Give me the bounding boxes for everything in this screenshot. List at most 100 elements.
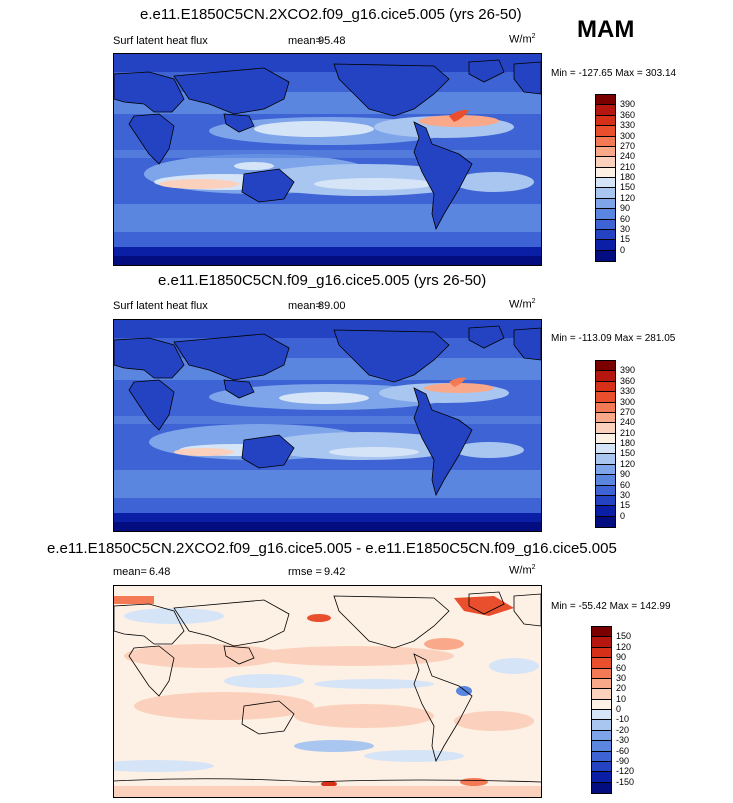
panel1-minmax: Min = -127.65 Max = 303.14 <box>551 68 677 79</box>
colorbar-tick-label: 120 <box>620 458 636 469</box>
colorbar-swatch <box>596 506 615 517</box>
colorbar-swatch <box>592 637 611 648</box>
colorbar-swatch <box>592 647 611 659</box>
panel3-colorbar <box>591 626 612 794</box>
colorbar-tick-label: 390 <box>620 99 636 110</box>
colorbar-tick-label: 300 <box>620 396 636 407</box>
colorbar-swatch <box>596 433 615 444</box>
colorbar-swatch <box>596 444 615 455</box>
panel1-units: W/m2 <box>509 33 536 46</box>
colorbar-tick-label: 0 <box>620 244 626 255</box>
colorbar-tick-label: 30 <box>620 223 631 234</box>
colorbar-swatch <box>592 668 611 679</box>
colorbar-tick-label: 180 <box>620 172 636 182</box>
panel2-variable: Surf latent heat flux <box>113 300 208 312</box>
colorbar-swatch <box>592 678 611 690</box>
colorbar-tick-label: 120 <box>620 192 636 203</box>
colorbar-tick-label: 20 <box>616 683 627 694</box>
colorbar-swatch <box>596 188 615 199</box>
colorbar-tick-label: -120 <box>616 766 635 777</box>
colorbar-swatch <box>596 115 615 127</box>
panel1-title: e.e11.E1850C5CN.2XCO2.f09_g16.cice5.005 … <box>140 6 522 23</box>
colorbar-tick-label: 390 <box>620 365 636 376</box>
colorbar-tick-label: 120 <box>616 641 632 652</box>
colorbar-tick-label: 240 <box>620 417 636 428</box>
colorbar-swatch <box>596 361 615 372</box>
panel1-colorbar <box>595 94 616 262</box>
panel2-mean-value: 89.00 <box>318 300 346 312</box>
colorbar-tick-label: 330 <box>620 120 636 131</box>
colorbar-tick-label: 210 <box>620 161 636 172</box>
colorbar-tick-label: 150 <box>616 631 632 642</box>
colorbar-swatch <box>596 157 615 168</box>
colorbar-tick-label: 15 <box>620 500 631 511</box>
panel2-units: W/m2 <box>509 298 536 311</box>
colorbar-swatch <box>592 782 611 793</box>
colorbar-tick-label: -90 <box>616 755 630 766</box>
panel2-title: e.e11.E1850C5CN.f09_g16.cice5.005 (yrs 2… <box>158 272 487 289</box>
colorbar-tick-label: 270 <box>620 406 636 417</box>
colorbar-swatch <box>592 730 611 742</box>
colorbar-tick-label: 270 <box>620 140 636 151</box>
colorbar-swatch <box>592 761 611 773</box>
panel3-title: e.e11.E1850C5CN.2XCO2.f09_g16.cice5.005 … <box>47 540 617 557</box>
colorbar-swatch <box>592 710 611 721</box>
panel2-minmax: Min = -113.09 Max = 281.05 <box>551 333 676 344</box>
panel1-variable: Surf latent heat flux <box>113 35 208 47</box>
units-exponent: 2 <box>531 564 536 571</box>
units-base: W/m <box>509 298 532 311</box>
colorbar-swatch <box>596 178 615 189</box>
colorbar-tick-label: -60 <box>616 745 630 756</box>
panel1-mean-label: mean= <box>288 35 322 47</box>
colorbar-swatch <box>592 658 611 669</box>
colorbar-swatch <box>596 495 615 507</box>
colorbar-tick-label: 240 <box>620 151 636 162</box>
season-label: MAM <box>577 16 635 43</box>
colorbar-swatch <box>596 475 615 486</box>
panel3-mean-value: 6.48 <box>149 566 171 578</box>
colorbar-tick-label: 30 <box>616 672 627 683</box>
colorbar-tick-label: 180 <box>620 438 636 448</box>
panel3-mean-label: mean= <box>113 566 147 578</box>
units-exponent: 2 <box>531 298 536 305</box>
units-exponent: 2 <box>531 33 536 40</box>
colorbar-tick-label: 330 <box>620 386 636 397</box>
panel3-rmse-label: rmse = <box>288 566 322 578</box>
colorbar-swatch <box>592 720 611 731</box>
colorbar-tick-label: 0 <box>616 704 622 714</box>
colorbar-swatch <box>596 423 615 434</box>
colorbar-tick-label: 30 <box>620 489 631 500</box>
colorbar-swatch <box>596 402 615 413</box>
colorbar-tick-label: 360 <box>620 375 636 386</box>
colorbar-swatch <box>596 381 615 393</box>
colorbar-swatch <box>596 167 615 178</box>
colorbar-swatch <box>596 126 615 137</box>
colorbar-swatch <box>596 136 615 147</box>
colorbar-swatch <box>596 95 615 106</box>
panel3-units: W/m2 <box>509 564 536 577</box>
colorbar-swatch <box>596 371 615 382</box>
colorbar-tick-label: 150 <box>620 182 636 193</box>
colorbar-swatch <box>596 198 615 210</box>
colorbar-swatch <box>596 516 615 527</box>
panel1-mean-value: 95.48 <box>318 35 346 47</box>
colorbar-tick-label: 60 <box>620 213 631 224</box>
colorbar-swatch <box>596 454 615 465</box>
colorbar-tick-label: 90 <box>620 203 631 214</box>
colorbar-tick-label: 0 <box>620 510 626 521</box>
colorbar-swatch <box>592 689 611 700</box>
panel3-map <box>113 585 542 798</box>
colorbar-tick-label: 360 <box>620 109 636 120</box>
units-base: W/m <box>509 33 532 46</box>
colorbar-tick-label: 210 <box>620 427 636 438</box>
colorbar-tick-label: 15 <box>620 234 631 245</box>
colorbar-swatch <box>592 772 611 783</box>
colorbar-swatch <box>596 229 615 241</box>
colorbar-tick-label: 300 <box>620 130 636 141</box>
colorbar-swatch <box>596 146 615 158</box>
colorbar-tick-label: -150 <box>616 776 635 787</box>
colorbar-swatch <box>592 741 611 752</box>
colorbar-swatch <box>596 219 615 230</box>
colorbar-tick-label: 10 <box>616 693 627 704</box>
panel2-mean-label: mean= <box>288 300 322 312</box>
